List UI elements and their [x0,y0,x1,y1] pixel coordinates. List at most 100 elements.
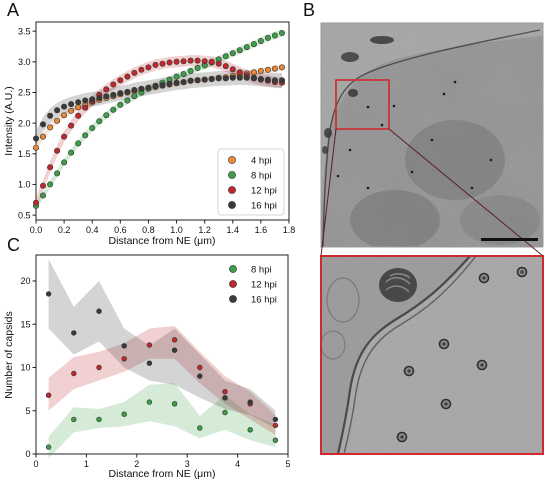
point-8-hpi [96,118,103,125]
legend-label-8hpi: 8 hpi [251,171,272,182]
panel-a-legend: 4 hpi 8 hpi 12 hpi 16 hpi [217,148,285,216]
point-16-hpi [82,97,89,104]
point-12-hpi [229,66,236,73]
panel-b-micrograph [320,22,544,455]
point-8-hpi [71,416,77,423]
point-8-hpi [54,170,61,177]
point-16-hpi [159,82,166,89]
point-8-hpi [222,409,228,416]
point-12-hpi [194,57,201,64]
capsid-dot [489,158,493,162]
y-tick-label: 2.0 [18,118,31,128]
y-tick-label: 0 [25,449,30,459]
point-4-hpi [39,133,46,140]
point-16-hpi [208,76,215,83]
panel-a-points [32,29,285,209]
mitochondrion [341,52,359,62]
legend-label-16hpi: 16 hpi [251,295,277,306]
point-8-hpi [187,68,194,75]
point-8-hpi [47,181,54,188]
point-16-hpi [138,85,145,92]
capsid-core [442,342,446,346]
point-8-hpi [194,65,201,72]
point-12-hpi [173,58,180,65]
point-16-hpi [229,74,236,81]
point-8-hpi [197,425,203,431]
panel-a-ylabel: Intensity (A.U.) [3,86,15,155]
point-12-hpi [215,60,222,67]
point-16-hpi [96,95,103,102]
point-8-hpi [243,44,250,51]
capsid-core [400,435,404,439]
legend-marker-8hpi [228,171,236,179]
legend-label-8hpi: 8 hpi [251,265,272,276]
point-16-hpi [197,373,203,379]
legend-label-4hpi: 4 hpi [251,156,272,167]
x-tick-label: 0 [33,459,38,469]
micrograph-border [320,22,544,248]
point-8-hpi [272,437,279,443]
x-tick-label: 0.8 [142,225,155,235]
point-8-hpi [117,101,124,108]
point-4-hpi [32,144,39,151]
point-16-hpi [271,77,278,84]
point-12-hpi [61,133,68,140]
legend-marker-12hpi [229,280,237,288]
legend-marker-16hpi [229,295,237,303]
panel-c-ticks: 0 1 2 3 4 5 0 5 10 15 20 [20,276,290,469]
point-16-hpi [131,87,138,94]
point-8-hpi [236,47,243,54]
point-12-hpi [152,61,159,68]
point-16-hpi [117,90,124,97]
y-tick-label: 1.0 [18,180,31,190]
point-16-hpi [45,291,52,297]
capsid-core [482,276,486,280]
point-16-hpi [243,74,250,81]
mitochondrion [348,89,358,97]
point-16-hpi [145,84,152,91]
band-12-hpi [48,325,276,435]
capsid-dot [430,138,434,142]
point-16-hpi [39,121,46,128]
point-16-hpi [121,343,127,349]
panel-a-ticks: 0.0 0.2 0.4 0.6 0.8 1.0 1.2 1.4 1.6 1.8 0.5 1.0 1.5 2… [18,26,295,235]
point-12-hpi [166,59,173,66]
point-8-hpi [124,97,131,104]
band-16-hpi [48,259,276,428]
capsid-dot [410,170,414,174]
point-16-hpi [194,77,201,84]
point-16-hpi [110,91,117,98]
point-8-hpi [250,41,257,48]
capsid-dot [392,104,396,108]
point-12-hpi [124,73,131,80]
capsid-dot [366,105,370,109]
point-8-hpi [171,401,178,407]
point-16-hpi [250,75,257,82]
point-12-hpi [54,147,61,154]
point-16-hpi [187,77,194,84]
capsid-dot [470,186,474,190]
capsid-core [444,402,448,406]
point-12-hpi [45,392,52,398]
point-16-hpi [96,308,102,314]
point-8-hpi [103,112,110,119]
point-8-hpi [96,416,102,423]
point-8-hpi [229,50,236,57]
panel-a-plot-frame [35,21,290,221]
point-16-hpi [173,79,180,86]
x-tick-label: 0.6 [114,225,127,235]
point-12-hpi [236,69,243,76]
point-12-hpi [201,58,208,65]
y-tick-label: 0.5 [18,210,31,220]
point-12-hpi [187,57,194,64]
panel-c-ylabel: Number of capsids [3,311,15,399]
point-4-hpi [47,124,54,131]
point-16-hpi [166,80,173,87]
point-4-hpi [250,69,257,76]
point-8-hpi [264,34,271,41]
panel-c-bands [48,259,276,459]
x-tick-label: 2 [134,459,139,469]
zoom-region-box [335,79,390,130]
nuclear-envelope [322,29,541,247]
capsid-dot [442,92,446,96]
